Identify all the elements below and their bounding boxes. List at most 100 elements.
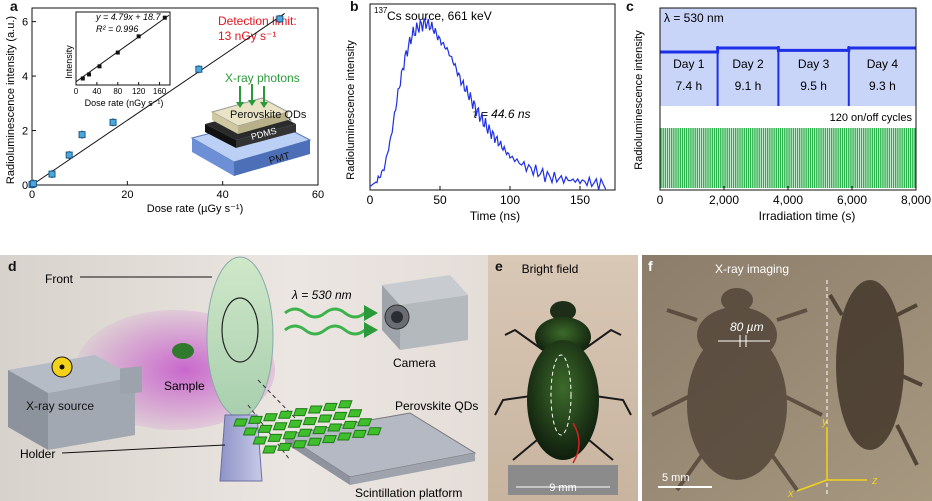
panel-d-letter: d: [8, 258, 17, 274]
emission-wave-1: [284, 307, 366, 319]
panel-a-ytick-label-1: 2: [22, 126, 28, 138]
inset-fit-line: [75, 14, 170, 83]
xray-beetle-top: [651, 288, 823, 492]
cycle-bar-115: [905, 128, 908, 188]
qd-cell-1-3: [287, 419, 303, 428]
cycle-bar-88: [848, 128, 850, 188]
cycle-bar-61: [790, 128, 792, 188]
cycle-bar-112: [899, 128, 901, 188]
cycle-bar-107: [888, 128, 891, 188]
cycle-bar-64: [796, 128, 799, 188]
qd-cell-2-3: [297, 428, 313, 437]
inset-point-5: [162, 15, 167, 20]
cycle-bar-82: [835, 128, 837, 188]
qd-cell-0-3: [277, 410, 293, 419]
cycle-bar-34: [732, 128, 735, 188]
cycle-bar-46: [758, 128, 760, 188]
panel-a-ytick-label-0: 0: [22, 180, 28, 192]
cycle-bar-114: [903, 128, 905, 188]
panel-d-lambda: λ = 530 nm: [291, 288, 352, 302]
cycle-bar-30: [724, 128, 726, 188]
cycle-bar-40: [745, 128, 748, 188]
cycle-bar-87: [845, 128, 848, 188]
qd-cell-2-6: [342, 420, 358, 429]
cycle-bar-24: [711, 128, 713, 188]
cycle-bar-59: [786, 128, 788, 188]
qd-cell-0-1: [248, 415, 263, 424]
cycle-bar-89: [850, 128, 852, 188]
panel-f-scale-label: 5 mm: [662, 472, 690, 484]
panel-d-illustration: Front λ = 530 nm Camera Sample X-ray sou…: [0, 255, 488, 501]
cycle-bar-11: [683, 128, 686, 188]
cycle-bar-18: [698, 128, 701, 188]
cycle-bar-93: [858, 128, 861, 188]
cycle-bar-100: [873, 128, 876, 188]
cycle-bar-94: [860, 128, 863, 188]
emission-wave-2: [284, 324, 366, 336]
qd-cell-2-0: [252, 436, 268, 445]
cycle-bar-4: [668, 128, 671, 188]
source-label: Cs source, 661 keV: [387, 9, 492, 23]
cycle-bar-78: [826, 128, 829, 188]
cycle-bar-16: [694, 128, 696, 188]
cycle-bar-95: [863, 128, 865, 188]
inset-point-3: [115, 50, 120, 55]
panel-f-xray: X-ray imaging 80 µm 5 mm y z x: [642, 255, 932, 501]
cycle-bar-23: [709, 128, 711, 188]
cycle-bar-103: [880, 128, 882, 188]
scintillator-screen: [206, 256, 274, 418]
axis-z-label: z: [871, 475, 878, 487]
coordinate-axes: [796, 427, 867, 492]
qd-cell-0-6: [322, 402, 338, 411]
axis-x-label: x: [787, 488, 794, 500]
cycle-bar-31: [726, 128, 728, 188]
cycle-bar-0: [660, 128, 662, 188]
cycle-bar-118: [912, 128, 914, 188]
panel-b-xtick-label-3: 150: [570, 193, 590, 207]
pmt-left: [192, 138, 234, 176]
cycle-bar-52: [771, 128, 773, 188]
panel-f-title: X-ray imaging: [715, 262, 789, 276]
cycle-bar-80: [831, 128, 833, 188]
qd-cell-1-6: [332, 411, 348, 420]
cycle-bar-116: [907, 128, 910, 188]
cycle-bar-47: [760, 128, 763, 188]
cycle-bar-43: [752, 128, 754, 188]
cycle-bar-32: [728, 128, 731, 188]
camera-icon: [382, 275, 468, 350]
panel-b-xtick-label-2: 100: [500, 193, 520, 207]
panel-b-chart: Radioluminescence intensity 137 Cs sourc…: [345, 3, 616, 223]
panel-c-xtick-label-2: 4,000: [773, 193, 803, 207]
cycle-bar-67: [803, 128, 805, 188]
day-label-0: Day 1: [673, 57, 705, 71]
cycle-bar-42: [749, 128, 752, 188]
panel-b-xtick-label-0: 0: [367, 193, 374, 207]
cycles-label: 120 on/off cycles: [830, 112, 913, 124]
qd-cell-0-4: [292, 408, 308, 417]
day-hours-0: 7.4 h: [675, 79, 702, 93]
cycle-bar-73: [816, 128, 818, 188]
cycle-bar-113: [901, 128, 903, 188]
panel-e-scale-label: 9 mm: [549, 482, 577, 494]
panel-a-ylabel: Radioluminescence intensity (a.u.): [5, 16, 17, 184]
panel-b-xlabel: Time (ns): [470, 209, 520, 223]
panel-a-xtick-label-2: 40: [217, 189, 229, 201]
device-pmt-label: PMT: [268, 151, 291, 167]
cycle-bar-58: [784, 128, 786, 188]
qd-cell-1-7: [347, 409, 363, 418]
panel-a-ytick-label-3: 6: [22, 17, 28, 29]
panel-a-letter: a: [10, 0, 18, 14]
cycle-bar-62: [792, 128, 795, 188]
cycle-bar-63: [794, 128, 797, 188]
cycle-bar-68: [805, 128, 807, 188]
qd-cell-0-0: [233, 418, 248, 427]
holder-pointer: [61, 444, 226, 454]
cycle-bar-9: [679, 128, 681, 188]
detection-limit-value: 13 nGy s⁻¹: [218, 29, 276, 43]
cycle-bar-71: [811, 128, 814, 188]
cycle-bar-25: [713, 128, 716, 188]
panel-c-xtick-label-1: 2,000: [709, 193, 739, 207]
qd-cell-2-5: [327, 423, 343, 432]
cycle-bar-39: [743, 128, 745, 188]
cycle-bar-22: [707, 128, 709, 188]
